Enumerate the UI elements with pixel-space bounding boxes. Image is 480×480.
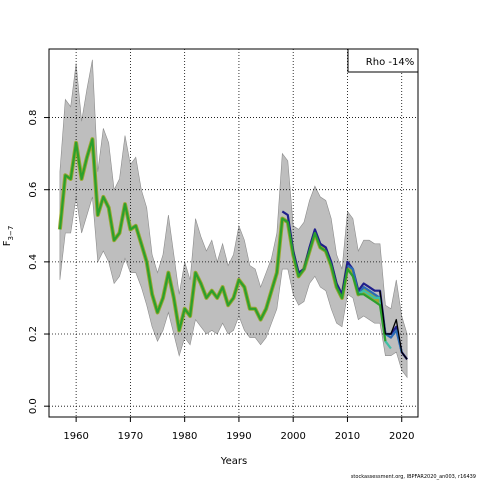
- legend: Rho -14%: [347, 48, 419, 73]
- x-tick-label: 1970: [118, 431, 143, 442]
- y-tick-label: 0.4: [28, 254, 39, 270]
- x-axis-ticks: 1960 1970 1980 1990 2000 2010 2020: [63, 417, 414, 442]
- y-axis-label-subscript: 3−7: [7, 226, 15, 241]
- band-area: [59, 59, 408, 379]
- x-tick-label: 1990: [226, 431, 251, 442]
- y-axis-label: F3−7: [2, 226, 15, 247]
- y-tick-label: 0.8: [28, 110, 39, 126]
- series-line-4: [58, 138, 387, 342]
- legend-text: Rho -14%: [366, 57, 414, 68]
- x-tick-label: 2010: [335, 431, 360, 442]
- x-tick-label: 1960: [63, 431, 88, 442]
- y-axis-ticks: 0.0 0.2 0.4 0.6 0.8: [28, 110, 49, 414]
- plot-frame: [48, 48, 419, 418]
- y-tick-label: 0.0: [28, 398, 39, 414]
- y-axis-label-group: F3−7: [2, 226, 15, 247]
- confidence-band: [59, 59, 408, 379]
- x-tick-label: 2000: [280, 431, 305, 442]
- y-tick-label: 0.2: [28, 326, 39, 342]
- legend-box: [347, 48, 419, 73]
- y-axis-label-main: F: [2, 240, 13, 246]
- grid: [49, 49, 418, 417]
- y-tick-label: 0.6: [28, 182, 39, 198]
- x-tick-label: 1980: [172, 431, 197, 442]
- series-line-5: [379, 290, 408, 360]
- footer-credit: stockassessment.org, IBPFAR2020_an003, r…: [351, 474, 476, 480]
- x-axis-label: Years: [220, 456, 247, 467]
- series-lines: [57, 137, 408, 360]
- x-tick-label: 2020: [389, 431, 414, 442]
